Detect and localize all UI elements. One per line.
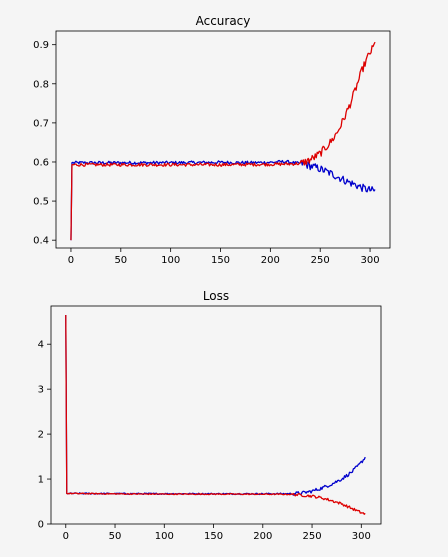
loss-ytick-label: 4: [38, 340, 44, 351]
loss-axes-frame: [50, 305, 382, 525]
accuracy-xtick-label: 50: [114, 255, 127, 266]
loss-xtick-label: 100: [155, 531, 174, 542]
accuracy-tick-layer: 0 50 100 150 200 250 300 0.4 0.5 0.6 0.7 0.8 0.9: [33, 40, 380, 266]
loss-xtick-label: 200: [253, 531, 272, 542]
loss-ytick-label: 3: [38, 385, 44, 396]
loss-tick-layer: 0 50 100 150 200 250 300 0 1 2 3 4: [38, 340, 371, 542]
accuracy-axes-frame: [55, 30, 391, 249]
loss-ytick-label: 0: [38, 520, 44, 531]
accuracy-xtick-label: 300: [361, 255, 380, 266]
accuracy-series-red-line: [70, 41, 376, 241]
loss-xtick-label: 50: [109, 531, 122, 542]
accuracy-title: Accuracy: [196, 14, 251, 28]
accuracy-chart: Accuracy 0 50 100 150 200 250 3000.40.50.60.70…: [33, 14, 391, 266]
loss-chart: Loss 0 50 100 150 200 250 300 0 1 2 3 4: [38, 289, 382, 542]
loss-xtick-label: 300: [352, 531, 371, 542]
accuracy-xtick-label: 250: [311, 255, 330, 266]
accuracy-ytick-label: 0.5: [33, 197, 49, 208]
accuracy-xtick-label: 0: [68, 255, 74, 266]
loss-title: Loss: [203, 289, 229, 303]
loss-xtick-label: 150: [204, 531, 223, 542]
accuracy-xtick-label: 100: [161, 255, 180, 266]
loss-series-red-line: [65, 314, 366, 515]
loss-axes-background: [51, 306, 381, 524]
loss-ytick-label: 2: [38, 430, 44, 441]
accuracy-series-layer: [70, 41, 376, 241]
accuracy-xtick-label: 150: [211, 255, 230, 266]
loss-xtick-label: 250: [302, 531, 321, 542]
accuracy-ytick-label: 0.8: [33, 79, 49, 90]
accuracy-ytick-label: 0.7: [33, 118, 49, 129]
accuracy-xtick-label: 200: [261, 255, 280, 266]
accuracy-ytick-label: 0.4: [33, 236, 49, 247]
loss-series-layer: [65, 314, 366, 515]
accuracy-ytick-label: 0.6: [33, 157, 49, 168]
loss-xtick-label: 0: [63, 531, 69, 542]
loss-ytick-label: 1: [38, 475, 44, 486]
accuracy-axes-background: [56, 31, 390, 248]
accuracy-ytick-label: 0.9: [33, 40, 49, 51]
